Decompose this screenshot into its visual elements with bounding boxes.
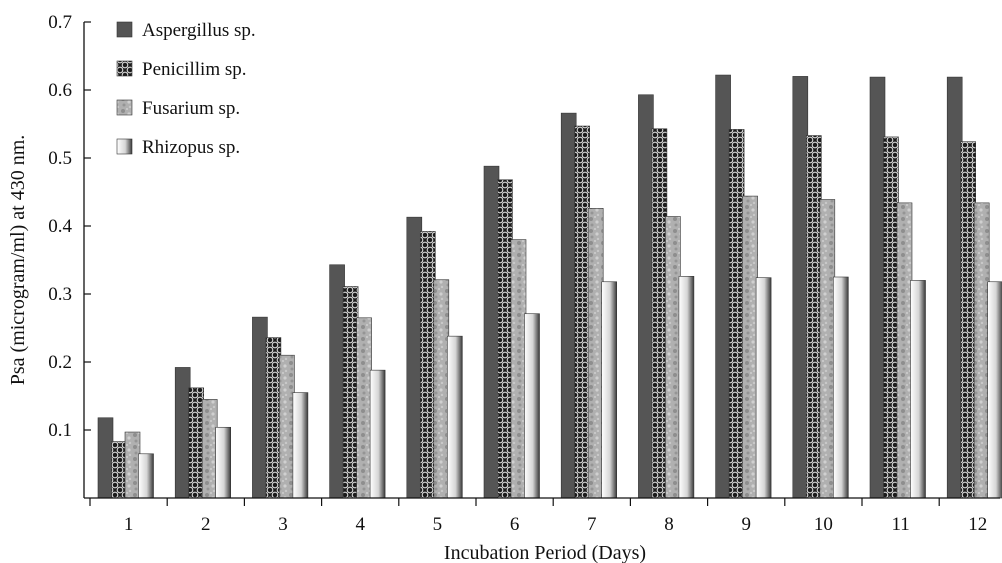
bar-fusarium-day-8 [665,216,681,499]
x-tick-label: 5 [433,514,443,535]
bar-rhizopus-day-2 [215,426,231,499]
bar-rhizopus-day-5 [446,335,463,499]
bar-rhizopus-day-10 [832,276,849,499]
bar-aspergillus-day-2 [174,367,191,499]
x-tick-label: 9 [741,514,751,535]
bar-fusarium-day-5 [433,279,450,499]
bar-penicillim-day-8 [651,128,668,499]
bar-rhizopus-day-8 [678,276,695,499]
bar-penicillim-day-7 [574,125,591,499]
bar-penicillim-day-11 [883,136,899,499]
bar-penicillim-day-6 [497,179,513,499]
bar-penicillim-day-1 [111,441,127,499]
x-ticks-group: 1 2 3 4 5 6 7 8 9 10 11 12 [89,498,987,535]
legend-label: Rhizopus sp. [142,137,240,158]
bar-penicillim-day-2 [188,387,204,499]
legend-label: Aspergillus sp. [142,20,256,41]
y-tick-label: 0.7 [48,12,72,33]
bar-fusarium-day-3 [279,354,295,499]
bar-penicillim-day-3 [265,337,282,499]
bar-aspergillus-day-11 [869,76,886,499]
bar-rhizopus-day-6 [524,313,540,499]
bar-rhizopus-day-7 [601,281,618,499]
bar-fusarium-day-11 [896,202,913,499]
x-tick-label: 1 [124,514,134,535]
bar-fusarium-day-10 [819,199,836,499]
bar-aspergillus-day-7 [560,112,577,499]
x-tick-label: 6 [510,514,520,535]
legend-swatch [116,60,133,77]
bar-fusarium-day-2 [201,399,218,499]
y-axis-title: Psa (microgram/ml) at 430 nm. [7,135,29,386]
x-tick-label: 12 [968,514,987,535]
bar-rhizopus-day-4 [369,369,386,499]
legend-label: Fusarium sp. [142,98,240,119]
y-tick-label: 0.5 [48,148,72,169]
x-tick-label: 3 [278,514,288,535]
legend-label: Penicillim sp. [142,59,247,80]
x-tick-label: 4 [355,514,365,535]
legend-swatch [116,21,133,38]
bar-fusarium-day-7 [587,208,604,499]
bar-fusarium-day-12 [973,202,990,499]
bar-rhizopus-day-1 [138,453,154,499]
bar-fusarium-day-1 [124,431,141,499]
bar-aspergillus-day-1 [97,417,114,499]
bar-aspergillus-day-10 [792,76,809,499]
bar-fusarium-day-9 [742,195,758,499]
y-tick-label: 0.3 [48,284,72,305]
x-tick-label: 2 [201,514,211,535]
x-tick-label: 10 [814,514,833,535]
y-tick-label: 0.1 [48,420,72,441]
bar-penicillim-day-4 [342,286,359,499]
axes-group [83,22,1000,499]
bar-rhizopus-day-9 [755,277,772,499]
bar-aspergillus-day-9 [715,74,731,499]
bar-rhizopus-day-3 [292,392,309,499]
legend-swatch [116,138,133,155]
x-axis-title: Incubation Period (Days) [444,542,646,563]
bar-aspergillus-day-6 [483,165,500,499]
legend: Aspergillus sp. Penicillim sp. Fusarium sp… [116,20,256,158]
bar-aspergillus-day-3 [252,316,268,499]
legend-swatch [116,99,133,116]
bar-penicillim-day-10 [805,135,822,499]
bar-aspergillus-day-12 [946,76,963,499]
y-tick-label: 0.4 [48,216,72,237]
y-ticks-group: 0.1 0.2 0.3 0.4 0.5 0.6 0.7 [48,12,91,441]
x-tick-label: 8 [664,514,674,535]
y-tick-label: 0.6 [48,80,72,101]
bar-penicillim-day-9 [728,129,745,499]
x-tick-label: 7 [587,514,597,535]
bar-rhizopus-day-11 [910,280,926,499]
y-tick-label: 0.2 [48,352,72,373]
bar-rhizopus-day-12 [987,281,1002,499]
bar-aspergillus-day-5 [406,216,423,499]
bar-aspergillus-day-4 [329,264,345,499]
bar-fusarium-day-4 [356,317,372,499]
bar-penicillim-day-12 [960,141,977,499]
bar-aspergillus-day-8 [638,94,654,499]
x-tick-label: 11 [891,514,909,535]
bar-penicillim-day-5 [419,231,436,499]
bar-fusarium-day-6 [510,239,527,499]
